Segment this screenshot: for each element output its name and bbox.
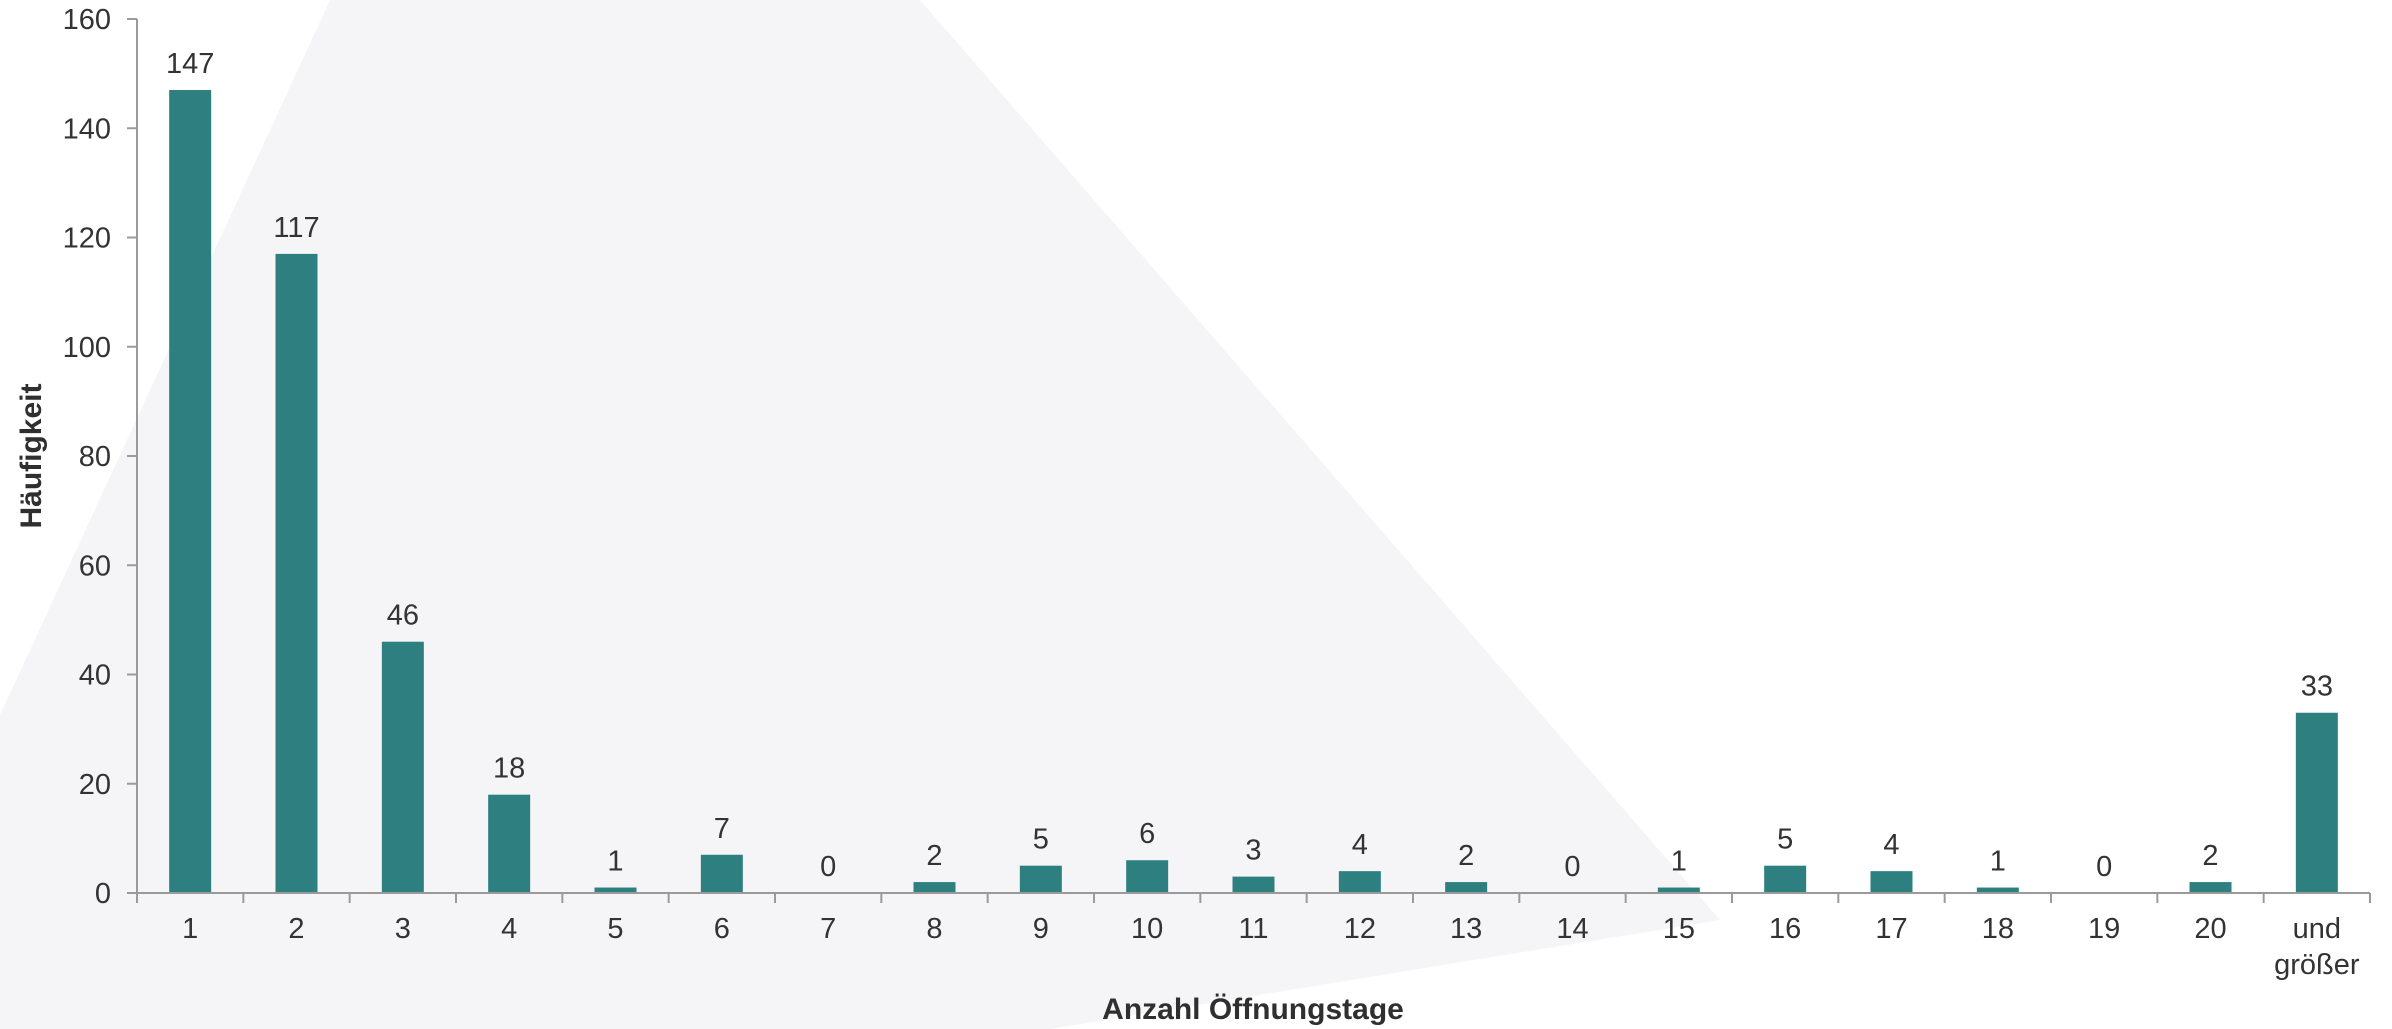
x-axis-title: Anzahl Öffnungstage <box>1102 993 1404 1026</box>
bar <box>169 90 212 893</box>
bar <box>1657 887 1700 893</box>
x-tick-label: 7 <box>820 913 836 945</box>
x-tick-label: 8 <box>926 913 942 945</box>
y-tick-label: 140 <box>63 113 111 145</box>
data-label: 0 <box>820 851 836 883</box>
x-tick-label: 17 <box>1875 913 1907 945</box>
bar <box>275 253 318 893</box>
bar <box>2295 712 2338 893</box>
y-tick-label: 100 <box>63 332 111 364</box>
bar <box>1976 887 2019 893</box>
background-shape <box>0 0 1720 1029</box>
y-tick-label: 0 <box>95 878 111 910</box>
bar <box>381 641 424 893</box>
x-tick-label: 18 <box>1982 913 2014 945</box>
data-label: 3 <box>1245 835 1261 867</box>
data-label: 46 <box>387 600 419 632</box>
data-label: 4 <box>1883 829 1899 861</box>
data-label: 117 <box>273 212 319 244</box>
x-axis-ticks: 1 2 3 4 5 6 7 8 9 10 11 12 13 14 15 16 17 18 19 20 und größer <box>136 893 2371 981</box>
data-label: 1 <box>607 846 623 878</box>
data-label: 6 <box>1139 818 1155 850</box>
bar <box>2189 882 2232 893</box>
bar <box>700 854 743 893</box>
x-tick-label: 14 <box>1556 913 1588 945</box>
x-tick-label: 11 <box>1238 913 1268 945</box>
data-label: 1 <box>1990 846 2006 878</box>
data-label: 33 <box>2301 671 2333 703</box>
x-tick-label: 1 <box>182 913 198 945</box>
bar <box>1764 865 1807 893</box>
data-label: 5 <box>1777 824 1793 856</box>
data-label: 2 <box>2202 840 2218 872</box>
bar <box>1126 860 1169 893</box>
y-axis-title: Häufigkeit <box>15 383 48 528</box>
data-label: 2 <box>1458 840 1474 872</box>
data-label: 1 <box>1671 846 1687 878</box>
data-labels: 147 117 46 18 1 7 0 2 5 6 3 4 2 0 1 5 4 1 0 2 33 <box>166 48 2333 883</box>
data-label: 7 <box>714 813 730 845</box>
x-tick-label: 4 <box>501 913 517 945</box>
bar <box>1870 871 1913 893</box>
x-tick-label: und größer <box>2274 913 2360 981</box>
y-tick-label: 20 <box>79 769 111 801</box>
bar <box>1019 865 1062 893</box>
data-label: 147 <box>166 48 214 80</box>
bar <box>488 794 531 893</box>
data-label: 4 <box>1352 829 1368 861</box>
x-tick-label: 13 <box>1450 913 1482 945</box>
y-tick-label: 120 <box>63 223 111 255</box>
x-tick-label: 19 <box>2088 913 2120 945</box>
bar <box>1445 882 1488 893</box>
x-tick-label: 16 <box>1769 913 1801 945</box>
x-tick-label: 6 <box>714 913 730 945</box>
data-label: 2 <box>926 840 942 872</box>
x-tick-label: 3 <box>395 913 411 945</box>
bar <box>594 887 637 893</box>
x-tick-label: 10 <box>1131 913 1163 945</box>
data-label: 0 <box>2096 851 2112 883</box>
y-tick-label: 80 <box>79 441 111 473</box>
data-label: 5 <box>1033 824 1049 856</box>
y-tick-label: 40 <box>79 660 111 692</box>
data-label: 18 <box>493 753 525 785</box>
y-tick-label: 160 <box>63 4 111 36</box>
x-tick-label: 9 <box>1033 913 1049 945</box>
data-label: 0 <box>1564 851 1580 883</box>
x-tick-label: 20 <box>2194 913 2226 945</box>
y-tick-label: 60 <box>79 550 111 582</box>
bar <box>913 882 956 893</box>
x-tick-label: 15 <box>1663 913 1695 945</box>
x-tick-label: 2 <box>288 913 304 945</box>
y-axis-ticks: 0 20 40 60 80 100 120 140 160 <box>63 4 137 910</box>
bar <box>1232 876 1275 893</box>
x-tick-label: 5 <box>607 913 623 945</box>
x-tick-label: 12 <box>1344 913 1376 945</box>
bar <box>1338 871 1381 893</box>
bars <box>169 90 2338 893</box>
